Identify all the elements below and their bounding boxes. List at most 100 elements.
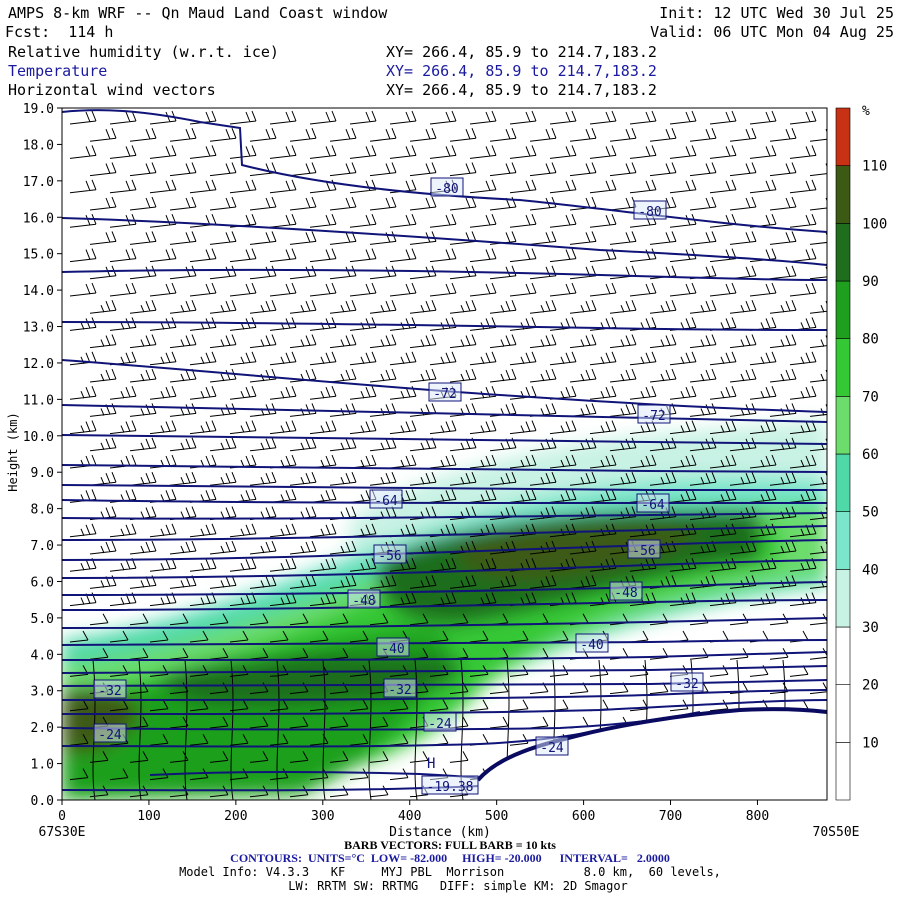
colorbar-label: 70 — [862, 389, 879, 405]
y-tick-label: 13.0 — [23, 321, 54, 336]
contour-label: -19.38 — [427, 780, 474, 795]
x-tick-label: 500 — [485, 809, 508, 824]
model-info: Model Info: V4.3.3 KF MYJ PBL Morrison 8… — [179, 865, 721, 879]
colorbar-swatch — [835, 107, 851, 166]
field-xy-rh: XY= 266.4, 85.9 to 214.7,183.2 — [386, 43, 657, 61]
y-tick-label: 7.0 — [31, 539, 54, 554]
y-tick-label: 8.0 — [31, 503, 54, 518]
contour-label: -72 — [642, 409, 665, 424]
contour-label: -40 — [580, 638, 603, 653]
isotherm-line — [62, 109, 827, 233]
colorbar: 10 20 30 40 50 60 70 80 90 100 110 — [835, 107, 887, 801]
isotherm-line — [62, 559, 827, 579]
y-tick-label: 2.0 — [31, 721, 54, 736]
colorbar-swatch — [835, 569, 851, 628]
y-tick-label: 0.0 — [31, 794, 54, 809]
isotherm-line — [62, 321, 827, 331]
colorbar-swatch — [835, 223, 851, 282]
contour-label: -24 — [428, 717, 452, 732]
contour-label-box — [421, 775, 479, 795]
isotherm-line — [62, 484, 827, 492]
y-tick-label: 5.0 — [31, 612, 54, 627]
isotherm-line — [62, 434, 827, 445]
high-marker: H — [427, 756, 435, 772]
isotherm-line — [62, 512, 827, 520]
contour-label: -40 — [381, 642, 404, 657]
y-tick-label: 16.0 — [23, 211, 54, 226]
isotherm-line — [62, 525, 827, 541]
colorbar-swatch — [835, 453, 851, 512]
colorbar-swatch — [835, 338, 851, 397]
x-axis: 0 100 200 300 400 500 600 700 800 — [58, 800, 769, 824]
valid-time: Valid: 06 UTC Mon 04 Aug 25 — [650, 23, 894, 41]
y-tick-label: 9.0 — [31, 466, 54, 481]
physics-info: LW: RRTM SW: RRTMG DIFF: simple KM: 2D S… — [288, 879, 628, 893]
contour-label: -24 — [540, 741, 564, 756]
x-tick-label: 600 — [572, 809, 595, 824]
contour-note: CONTOURS: UNITS=°C LOW= -82.000 HIGH= -2… — [230, 851, 670, 865]
colorbar-swatch — [835, 626, 851, 685]
isotherm-line — [62, 651, 827, 661]
y-tick-label: 10.0 — [23, 430, 54, 445]
left-endpoint: 67S30E — [39, 825, 86, 840]
colorbar-swatch — [835, 396, 851, 455]
isotherm-line — [62, 665, 827, 674]
contour-label-box — [383, 678, 417, 698]
chart-title: AMPS 8-km WRF -- Qn Maud Land Coast wind… — [8, 4, 388, 22]
field-xy-temperature: XY= 266.4, 85.9 to 214.7,183.2 — [386, 62, 657, 80]
colorbar-unit: % — [862, 104, 870, 119]
x-tick-label: 400 — [398, 809, 421, 824]
isotherm-line — [62, 689, 827, 701]
isotherm-line — [62, 464, 827, 473]
contour-label-box — [376, 637, 410, 657]
y-tick-label: 12.0 — [23, 357, 54, 372]
contour-label: -24 — [98, 728, 122, 743]
contour-label: -64 — [374, 494, 398, 509]
contour-label-box — [373, 544, 407, 564]
y-axis: 0.0 1.0 2.0 3.0 4.0 5.0 6.0 7.0 8.0 9.0 10.0 11.0 12… — [23, 102, 62, 809]
isotherm-line — [62, 679, 827, 687]
colorbar-label: 80 — [862, 332, 879, 348]
colorbar-label: 50 — [862, 505, 879, 521]
isotherm-line — [62, 539, 827, 561]
forecast-hour: Fcst: 114 h — [5, 23, 114, 41]
colorbar-swatch — [835, 742, 851, 801]
contour-label-box — [535, 736, 569, 756]
y-tick-label: 14.0 — [23, 284, 54, 299]
isotherm-line — [62, 699, 827, 715]
contour-label: -48 — [352, 594, 375, 609]
colorbar-swatch — [835, 280, 851, 339]
wind-barb-path — [69, 110, 827, 800]
contour-label: -32 — [675, 677, 698, 692]
isotherm-line — [62, 268, 827, 281]
contour-label-box — [428, 382, 462, 402]
contour-label-box — [347, 589, 381, 609]
colorbar-label: 100 — [862, 216, 887, 232]
contour-label-box — [369, 489, 403, 509]
terrain-mask — [478, 709, 827, 800]
terrain-line — [476, 707, 828, 782]
colorbar-label: 90 — [862, 274, 879, 290]
contour-label: -72 — [433, 387, 456, 402]
y-tick-label: 6.0 — [31, 575, 54, 590]
x-axis-label: Distance (km) — [389, 825, 491, 840]
colorbar-label: 20 — [862, 678, 879, 694]
isotherm-line — [62, 599, 827, 611]
contour-label-box — [627, 539, 661, 559]
contour-label: -32 — [388, 683, 411, 698]
contour-label: -80 — [638, 205, 661, 220]
x-tick-label: 200 — [224, 809, 247, 824]
isotherm-line — [62, 639, 827, 646]
y-tick-label: 18.0 — [23, 138, 54, 153]
colorbar-swatch — [835, 684, 851, 743]
contour-label-box — [633, 200, 667, 220]
isotherm-line — [62, 499, 827, 505]
isotherm-line — [62, 617, 827, 629]
right-endpoint: 70S50E — [813, 825, 860, 840]
plot-frame — [61, 107, 828, 801]
y-tick-label: 19.0 — [23, 102, 54, 117]
colorbar-label: 30 — [862, 620, 879, 636]
y-axis-label: Height (km) — [6, 412, 20, 491]
x-tick-label: 800 — [746, 809, 769, 824]
